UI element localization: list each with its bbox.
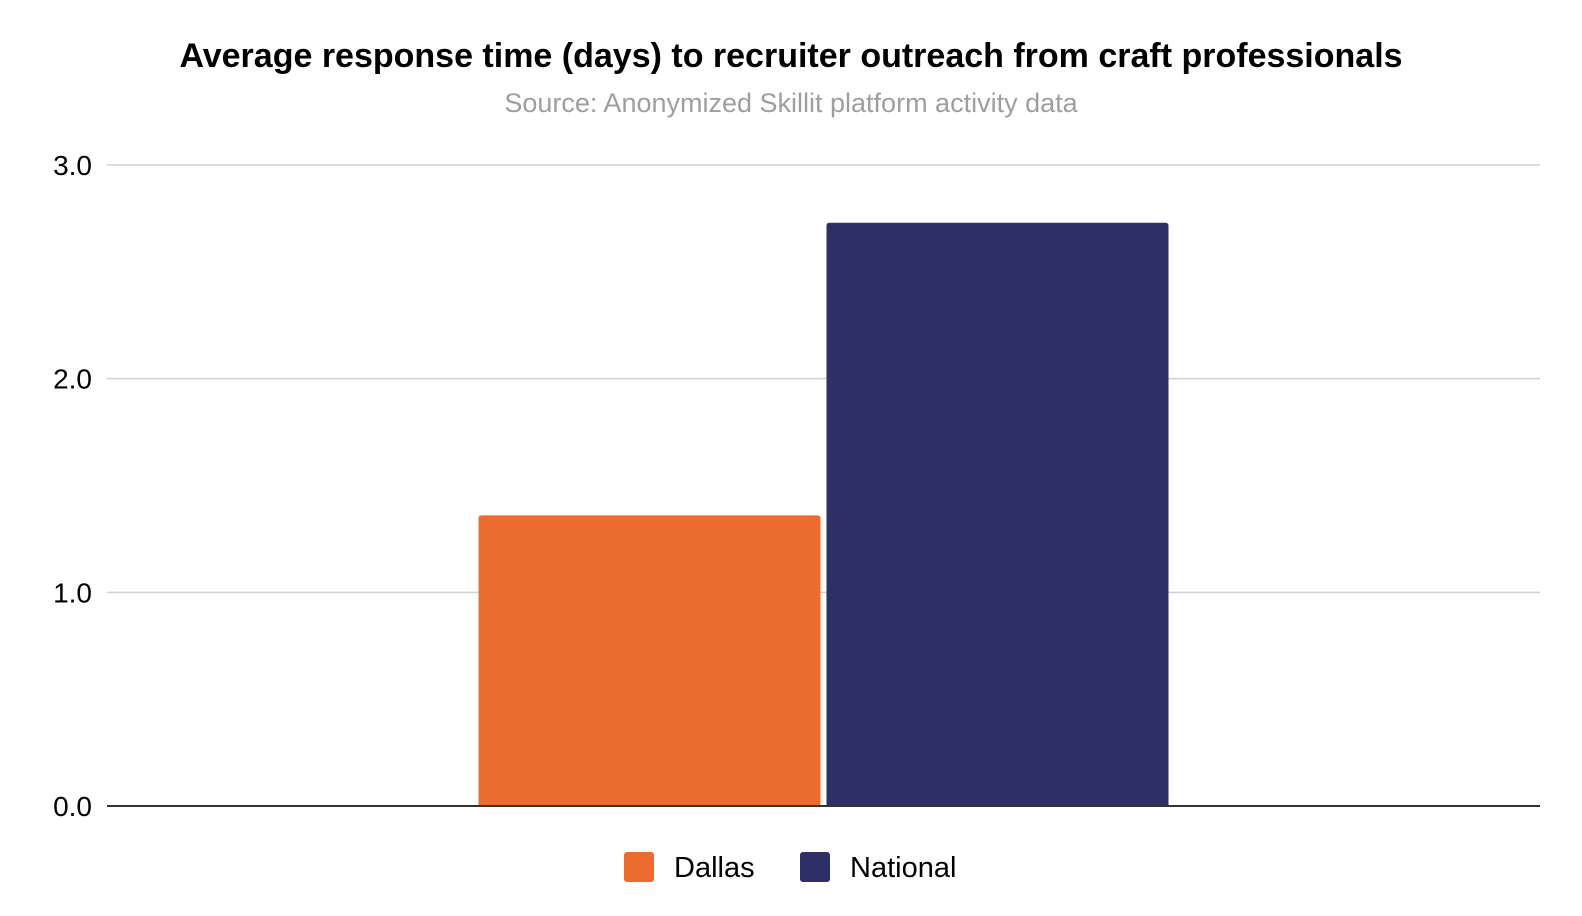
y-tick-label: 2.0	[53, 364, 92, 395]
legend: Dallas National	[624, 852, 956, 884]
legend-label-national: National	[850, 852, 956, 884]
y-tick-label: 0.0	[53, 791, 92, 822]
bar-dallas	[478, 515, 821, 806]
y-axis-ticks: 0.0 1.0 2.0 3.0	[53, 150, 92, 822]
chart-subtitle: Source: Anonymized Skillit platform acti…	[504, 88, 1078, 118]
bar-national	[826, 222, 1169, 806]
gridlines	[107, 164, 1540, 594]
legend-swatch-national	[800, 852, 830, 882]
legend-swatch-dallas	[624, 852, 654, 882]
chart-title: Average response time (days) to recruite…	[179, 37, 1402, 75]
y-tick-label: 1.0	[53, 577, 92, 608]
legend-label-dallas: Dallas	[674, 852, 755, 884]
y-tick-label: 3.0	[53, 150, 92, 181]
bars	[478, 222, 1169, 806]
